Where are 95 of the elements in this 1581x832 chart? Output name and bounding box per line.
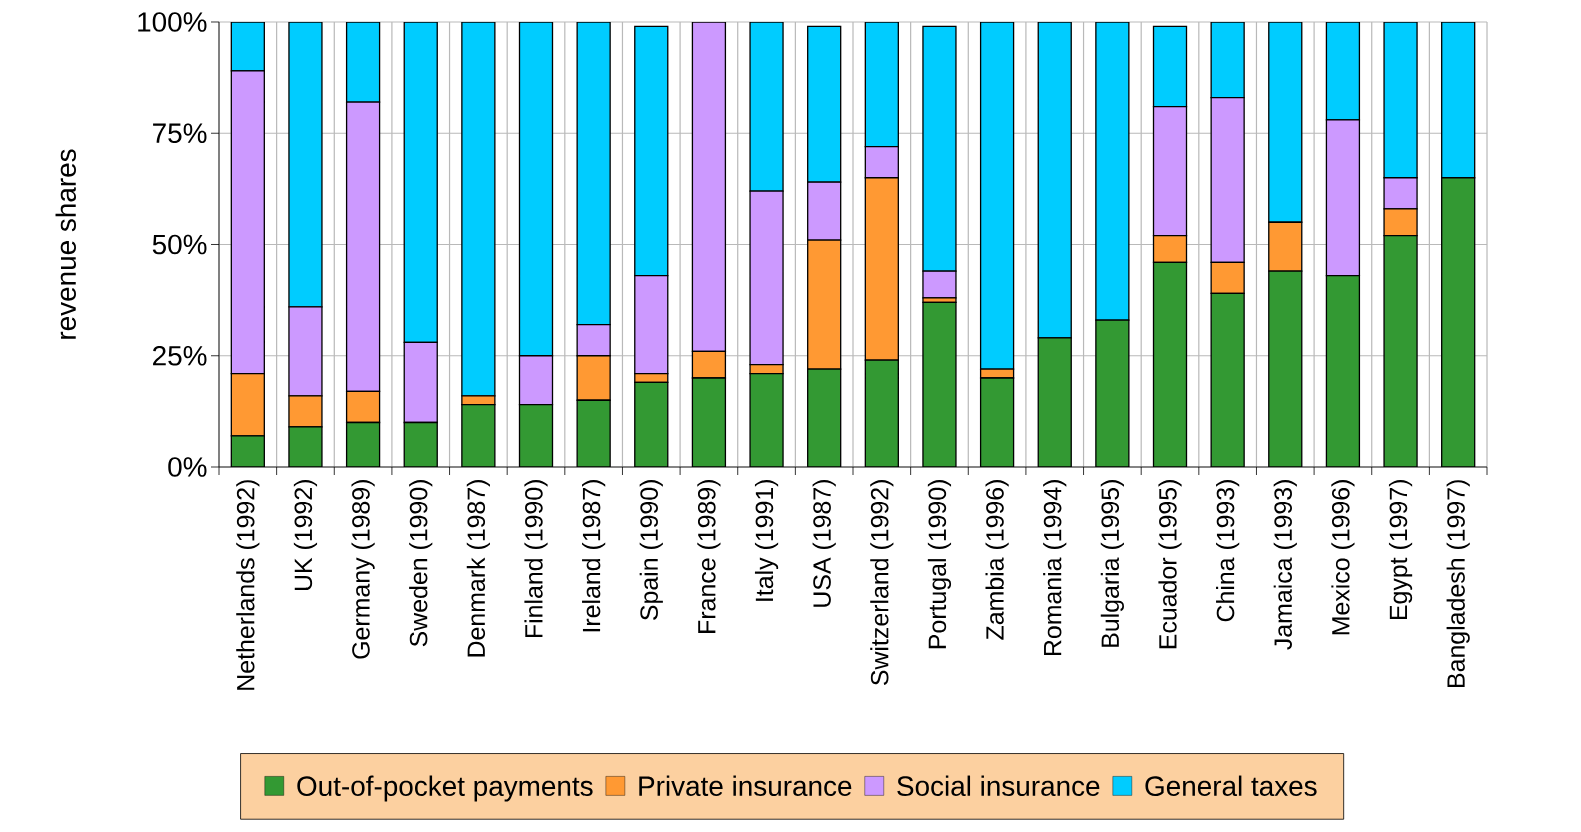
bar [807,181,842,241]
x-tick-label: Switzerland (1992) [870,480,894,686]
bar [461,22,496,397]
bar [403,22,438,344]
x-tick-label: Italy (1991) [754,480,779,601]
bar [1441,22,1476,179]
x-tick-label: UK (1992) [293,480,318,591]
x-tick-label: Netherlands (1992) [236,480,260,690]
x-tick-label: China (1993) [1216,480,1240,622]
x-tick-label: Bangladesh (1997) [1446,480,1470,687]
y-axis-title: revenue shares [55,149,76,339]
bar [576,355,611,401]
bar [864,22,899,148]
bar [518,22,554,357]
bar [634,275,669,375]
x-tick-label: Romania (1994) [1043,480,1067,656]
bar [1383,22,1418,179]
x-tick-label: Egypt (1997) [1388,480,1413,620]
bar [807,239,842,370]
x-tick-label: Ecuador (1995) [1158,480,1182,649]
bar [922,301,957,467]
legend-label: General taxes [1145,775,1317,797]
x-tick-label: Zambia (1996) [985,480,1009,640]
bar [1095,22,1130,321]
bar [1152,234,1188,263]
bar [345,22,381,103]
legend-label: Out-of-pocket payments [297,775,593,802]
y-tick-label: 100% [138,12,207,32]
bar [1325,275,1361,467]
bar [288,22,323,308]
x-tick-label: Jamaica (1993) [1273,480,1297,650]
bar [461,404,496,467]
bar [403,341,438,424]
bar [1325,22,1361,121]
bar [518,355,554,406]
x-tick-label: Spain (1990) [639,480,663,621]
bar [1037,337,1072,467]
bar [634,25,669,277]
bar [1383,177,1418,210]
bar [922,25,957,272]
x-tick-label: France (1989) [697,480,721,633]
x-tick-label: USA (1987) [812,480,836,607]
bar [807,368,842,467]
y-tick-label: 0% [168,457,207,477]
bar [1095,319,1130,467]
bar [1210,22,1245,99]
x-tick-label: Portugal (1990) [927,480,952,649]
bar [1210,96,1245,263]
bar [749,372,784,467]
bar [1325,119,1361,277]
bar [1268,270,1303,467]
bar [345,101,381,392]
y-tick-label: 75% [153,123,207,144]
bar [979,377,1015,467]
y-tick-label: 25% [153,345,207,366]
bar [1210,261,1245,295]
bar [518,404,554,467]
bar [749,22,784,192]
bar [864,145,899,179]
bar [1268,22,1303,223]
bar [634,381,669,467]
x-tick-label: Denmark (1987) [466,480,490,657]
bar [576,399,611,467]
bar [691,377,727,467]
bar [288,306,323,397]
x-tick-label: Mexico (1996) [1331,480,1355,635]
bar [230,435,265,467]
bar [807,25,842,183]
bar [1383,234,1418,467]
bar [576,323,611,357]
bar [1152,25,1188,108]
bar [979,22,1015,370]
bar [230,70,265,375]
bar [1152,261,1188,467]
bar [403,421,438,467]
bar [345,421,381,467]
x-tick-label: Bulgaria (1995) [1100,480,1124,647]
bar [1268,221,1303,272]
legend-label: Social insurance [897,775,1100,797]
bar [576,22,611,326]
bar [749,190,784,366]
x-tick-label: Ireland (1987) [582,480,606,632]
x-tick-label: Germany (1989) [351,480,375,659]
bar [230,22,265,72]
x-tick-label: Sweden (1990) [409,480,433,647]
bar [1152,105,1188,237]
bar [691,350,727,379]
y-tick-label: 50% [152,234,207,255]
bar [1037,22,1072,339]
x-tick-label: Finland (1990) [524,480,548,638]
bar [691,22,727,352]
bar [1210,292,1245,467]
bar [864,359,899,467]
legend-label: Private insurance [639,775,852,797]
bar [1441,177,1476,467]
